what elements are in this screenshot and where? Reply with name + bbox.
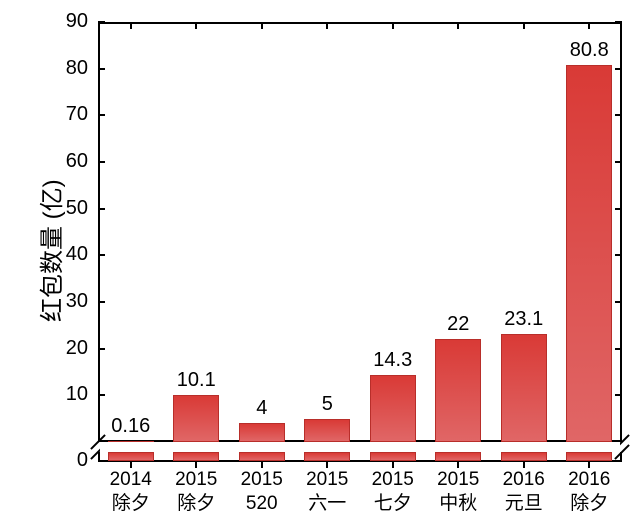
- axis-line: [98, 22, 622, 24]
- xtick-mark: [523, 22, 525, 29]
- xtick-mark: [130, 22, 132, 29]
- xtick-mark: [588, 461, 590, 468]
- bar-stub: [501, 452, 547, 461]
- ytick-label: 20: [0, 337, 88, 360]
- ytick-mark: [98, 394, 105, 396]
- ytick-mark: [615, 394, 622, 396]
- bar-stub: [304, 452, 350, 461]
- xtick-label: 2016除夕: [549, 468, 629, 516]
- ytick-mark: [98, 460, 105, 462]
- ytick-label: 70: [0, 103, 88, 126]
- xtick-mark: [457, 22, 459, 29]
- ytick-mark: [98, 301, 105, 303]
- xtick-mark: [326, 461, 328, 468]
- bar-stub: [108, 452, 154, 461]
- ytick-mark: [98, 21, 105, 23]
- bar-stub: [173, 452, 219, 461]
- xtick-mark: [261, 461, 263, 468]
- xtick-mark: [392, 22, 394, 29]
- bar-chart: 0102030405060708090红包数量 (亿)0.162014除夕10.…: [0, 0, 640, 528]
- xtick-mark: [130, 461, 132, 468]
- xtick-mark: [195, 461, 197, 468]
- xtick-mark: [392, 461, 394, 468]
- xtick-mark: [261, 22, 263, 29]
- bar: [304, 419, 350, 442]
- bar-value-label: 5: [287, 393, 367, 416]
- xtick-mark: [457, 461, 459, 468]
- bar: [370, 375, 416, 442]
- ytick-mark: [98, 208, 105, 210]
- xtick-mark: [195, 22, 197, 29]
- ytick-mark: [98, 254, 105, 256]
- xtick-mark: [326, 22, 328, 29]
- bar-value-label: 10.1: [156, 369, 236, 392]
- y-axis-label: 红包数量 (亿): [32, 179, 67, 322]
- bar-value-label: 14.3: [353, 349, 433, 372]
- bar: [501, 334, 547, 442]
- ytick-mark: [98, 161, 105, 163]
- ytick-mark: [98, 348, 105, 350]
- ytick-label: 60: [0, 150, 88, 173]
- axis-line: [98, 22, 100, 442]
- ytick-mark: [615, 348, 622, 350]
- xtick-mark: [523, 461, 525, 468]
- ytick-mark: [615, 161, 622, 163]
- axis-line: [620, 22, 622, 442]
- bar-stub: [566, 452, 612, 461]
- ytick-mark: [615, 21, 622, 23]
- ytick-mark: [615, 301, 622, 303]
- bar-stub: [370, 452, 416, 461]
- ytick-mark: [615, 114, 622, 116]
- xtick-mark: [588, 22, 590, 29]
- ytick-mark: [615, 208, 622, 210]
- bar-value-label: 80.8: [549, 39, 629, 62]
- bar: [173, 395, 219, 442]
- axis-break-gap: [100, 442, 620, 452]
- bar-value-label: 23.1: [484, 308, 564, 331]
- ytick-label: 0: [0, 449, 88, 472]
- bar-stub: [435, 452, 481, 461]
- ytick-mark: [615, 68, 622, 70]
- ytick-mark: [98, 114, 105, 116]
- ytick-label: 10: [0, 383, 88, 406]
- bar: [435, 339, 481, 442]
- bar-value-label: 0.16: [91, 415, 171, 438]
- ytick-label: 80: [0, 57, 88, 80]
- ytick-mark: [615, 460, 622, 462]
- bar: [239, 423, 285, 442]
- ytick-mark: [98, 68, 105, 70]
- bar: [566, 65, 612, 442]
- ytick-mark: [615, 254, 622, 256]
- ytick-label: 90: [0, 10, 88, 33]
- bar-stub: [239, 452, 285, 461]
